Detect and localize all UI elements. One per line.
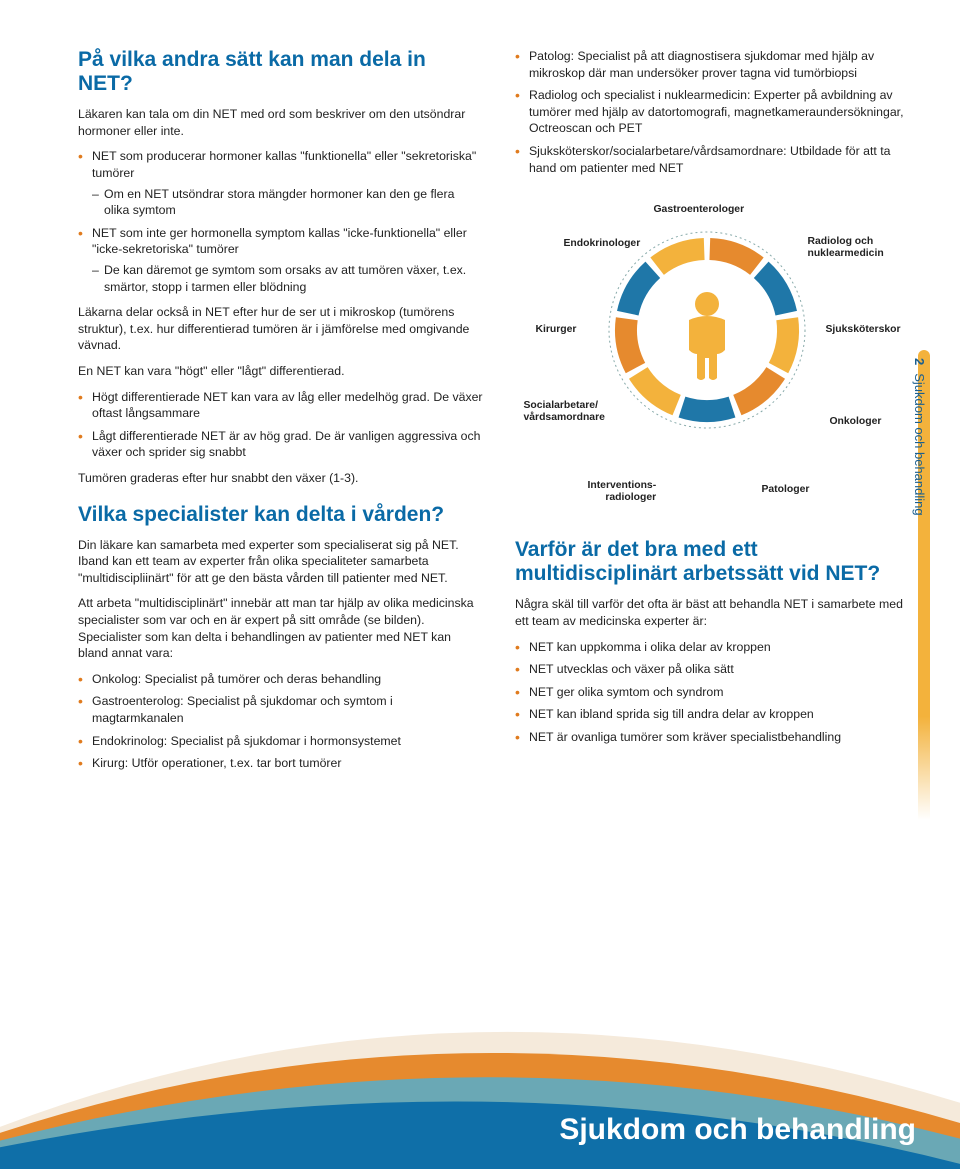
diagram-label: Endokrinologer	[563, 238, 640, 250]
list-item: NET är ovanliga tumörer som kräver speci…	[515, 729, 904, 746]
list-item: Lågt differentierade NET är av hög grad.…	[78, 428, 483, 461]
diagram-label: Sjuksköterskor	[825, 324, 900, 336]
heading-classification: På vilka andra sätt kan man dela in NET?	[78, 48, 483, 96]
list-item: NET som producerar hormoner kallas "funk…	[78, 148, 483, 218]
list-item: Radiolog och specialist i nuklearmedicin…	[515, 87, 904, 137]
right-column: Patolog: Specialist på att diagnostisera…	[515, 48, 904, 781]
list-item: Kirurg: Utför operationer, t.ex. tar bor…	[78, 755, 483, 772]
diagram-label: Patologer	[761, 484, 809, 496]
list-sub-item: Om en NET utsöndrar stora mängder hormon…	[92, 186, 483, 219]
list-item: NET ger olika symtom och syndrom	[515, 684, 904, 701]
list-item: Patolog: Specialist på att diagnostisera…	[515, 48, 904, 81]
list-item: Onkolog: Specialist på tumörer och deras…	[78, 671, 483, 688]
list-item: Sjuksköterskor/socialarbetare/vårdsamord…	[515, 143, 904, 176]
intro-text: Läkaren kan tala om din NET med ord som …	[78, 106, 483, 139]
page-footer: Sjukdom och behandling	[0, 989, 960, 1169]
list-item: NET kan uppkomma i olika delar av kroppe…	[515, 639, 904, 656]
list-item: NET som inte ger hormonella symptom kall…	[78, 225, 483, 295]
differentiation-list: Högt differentierade NET kan vara av låg…	[78, 389, 483, 461]
diagram-label: Onkologer	[829, 416, 881, 428]
list-item: Högt differentierade NET kan vara av låg…	[78, 389, 483, 422]
diagram-label: Kirurger	[535, 324, 576, 336]
diagram-label: Radiolog ochnuklearmedicin	[807, 236, 883, 260]
diagram-label: Socialarbetare/vårdsamordnare	[523, 400, 604, 424]
specialist-list-cont: Patolog: Specialist på att diagnostisera…	[515, 48, 904, 176]
list-item: NET kan ibland sprida sig till andra del…	[515, 706, 904, 723]
ring-chart	[597, 220, 817, 440]
why-list: NET kan uppkomma i olika delar av kroppe…	[515, 639, 904, 746]
functional-list: NET som producerar hormoner kallas "funk…	[78, 148, 483, 295]
paragraph: Några skäl till varför det ofta är bäst …	[515, 596, 904, 629]
paragraph: Läkarna delar också in NET efter hur de …	[78, 304, 483, 354]
multidisciplinary-diagram: Gastroenterologer Endokrinologer Radiolo…	[529, 190, 889, 520]
paragraph: En NET kan vara "högt" eller "lågt" diff…	[78, 363, 483, 380]
tab-label: 2Sjukdom och behandling	[912, 358, 927, 516]
paragraph: Tumören graderas efter hur snabbt den vä…	[78, 470, 483, 487]
diagram-label: Gastroenterologer	[653, 204, 744, 216]
footer-title: Sjukdom och behandling	[559, 1113, 916, 1147]
section-tab: 2Sjukdom och behandling	[918, 350, 944, 820]
heading-why: Varför är det bra med ett multidisciplin…	[515, 538, 904, 586]
left-column: På vilka andra sätt kan man dela in NET?…	[78, 48, 483, 781]
list-sub-item: De kan däremot ge symtom som orsaks av a…	[92, 262, 483, 295]
list-item: Gastroenterolog: Specialist på sjukdomar…	[78, 693, 483, 726]
list-item: NET utvecklas och växer på olika sätt	[515, 661, 904, 678]
heading-specialists: Vilka specialister kan delta i vården?	[78, 503, 483, 527]
list-item: Endokrinolog: Specialist på sjukdomar i …	[78, 733, 483, 750]
paragraph: Att arbeta "multidisciplinärt" innebär a…	[78, 595, 483, 661]
diagram-label: Interventions-radiologer	[587, 480, 656, 504]
paragraph: Din läkare kan samarbeta med experter so…	[78, 537, 483, 587]
specialist-list: Onkolog: Specialist på tumörer och deras…	[78, 671, 483, 772]
